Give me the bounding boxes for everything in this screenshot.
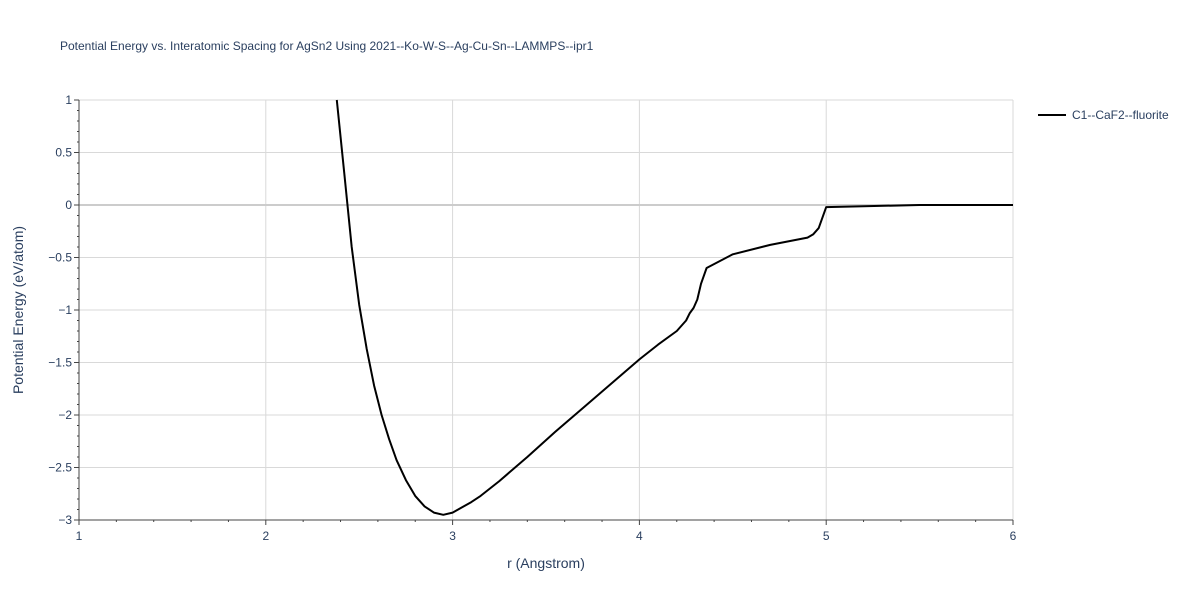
x-tick-label: 1 bbox=[76, 529, 83, 543]
x-tick-label: 3 bbox=[449, 529, 456, 543]
y-axis-title: Potential Energy (eV/atom) bbox=[10, 226, 26, 394]
y-tick-label: 1 bbox=[65, 93, 72, 107]
x-axis-title: r (Angstrom) bbox=[507, 555, 585, 571]
y-tick-label: −2 bbox=[58, 408, 72, 422]
legend: C1--CaF2--fluorite bbox=[1038, 108, 1169, 122]
series-layer bbox=[335, 99, 1013, 516]
y-tick-label: −0.5 bbox=[48, 251, 72, 265]
axes: 1 2 3 4 5 6 1 0.5 0 −0.5 −1 −1.5 −2 −2.5 −3 bbox=[48, 93, 1016, 543]
x-tick-label: 6 bbox=[1010, 529, 1017, 543]
chart-title: Potential Energy vs. Interatomic Spacing… bbox=[60, 39, 594, 53]
y-tick-label: −3 bbox=[58, 513, 72, 527]
y-tick-label: −1.5 bbox=[48, 356, 72, 370]
y-tick-label: 0 bbox=[65, 198, 72, 212]
y-tick-label: −1 bbox=[58, 303, 72, 317]
grid bbox=[79, 99, 1014, 521]
series-line-0 bbox=[335, 99, 1013, 516]
x-tick-label: 4 bbox=[636, 529, 643, 543]
legend-label: C1--CaF2--fluorite bbox=[1072, 108, 1169, 122]
x-tick-label: 5 bbox=[823, 529, 830, 543]
y-tick-label: 0.5 bbox=[55, 146, 72, 160]
y-tick-label: −2.5 bbox=[48, 461, 72, 475]
x-tick-label: 2 bbox=[262, 529, 269, 543]
